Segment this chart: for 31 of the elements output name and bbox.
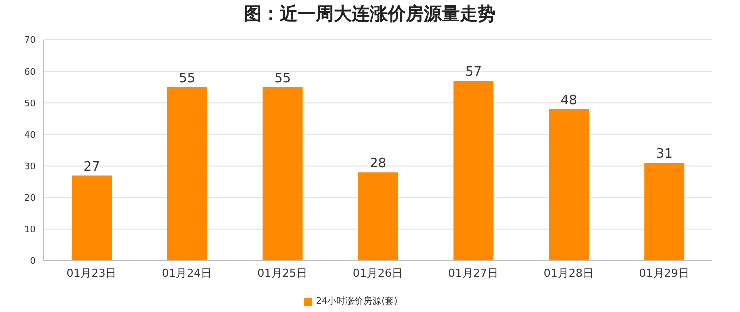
y-tick-label: 30 bbox=[24, 162, 36, 172]
x-tick-label: 01月26日 bbox=[353, 266, 403, 280]
data-label: 31 bbox=[656, 147, 673, 162]
bar bbox=[358, 172, 398, 261]
y-tick-label: 10 bbox=[24, 226, 36, 236]
bar bbox=[454, 81, 494, 261]
y-tick-label: 60 bbox=[24, 68, 36, 78]
bar bbox=[644, 163, 685, 261]
x-tick-label: 01月27日 bbox=[448, 266, 498, 280]
data-label: 27 bbox=[84, 160, 100, 175]
data-label: 55 bbox=[274, 71, 292, 86]
x-tick-label: 01月29日 bbox=[639, 266, 690, 280]
bar bbox=[262, 87, 303, 261]
x-tick-label: 01月25日 bbox=[258, 266, 308, 280]
chart-title: 图：近一周大连涨价房源量走势 bbox=[243, 3, 497, 27]
x-tick-label: 01月24日 bbox=[162, 266, 212, 280]
bar bbox=[72, 176, 112, 261]
x-tick-label: 01月28日 bbox=[544, 266, 594, 280]
data-label: 55 bbox=[179, 71, 196, 86]
data-label: 57 bbox=[465, 65, 482, 80]
data-label: 48 bbox=[560, 93, 578, 108]
data-label: 28 bbox=[370, 156, 387, 172]
y-tick-label: 40 bbox=[24, 130, 36, 141]
y-tick-label: 70 bbox=[24, 36, 36, 46]
y-tick-label: 0 bbox=[30, 257, 36, 268]
x-tick-label: 01月23日 bbox=[66, 266, 117, 280]
bar bbox=[167, 87, 208, 261]
bar bbox=[549, 109, 590, 261]
y-tick-label: 20 bbox=[24, 194, 36, 204]
legend-label: 24小时涨价房源(套) bbox=[316, 297, 398, 307]
y-tick-label: 50 bbox=[24, 99, 36, 110]
